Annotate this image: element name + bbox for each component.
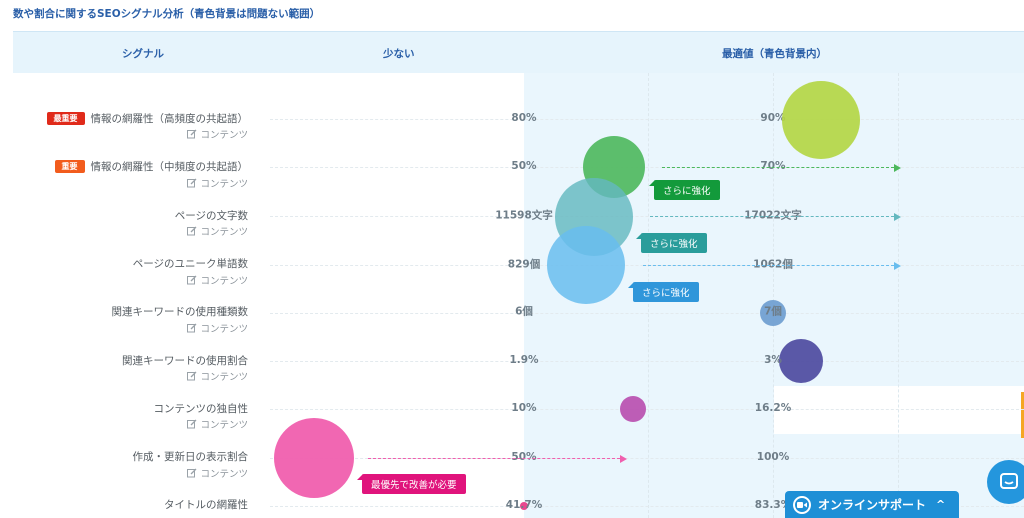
data-bubble [620, 396, 646, 422]
data-bubble [760, 300, 786, 326]
column-header-low: 少ない [383, 48, 415, 60]
row-guide [270, 167, 1024, 168]
section-heading: 数や割合に関するSEOシグナル分析（青色背景は問題ない範囲） [13, 8, 321, 20]
signal-category: コンテンツ [187, 417, 248, 431]
edit-icon [187, 371, 197, 381]
signal-name: コンテンツの独自性 [153, 403, 249, 415]
data-bubble [782, 81, 860, 159]
improvement-arrow [368, 458, 620, 459]
low-value: 829個 [507, 258, 541, 271]
online-support-button[interactable]: オンラインサポート ^ [785, 491, 959, 518]
improvement-arrow [650, 216, 894, 217]
low-value: 6個 [515, 305, 533, 318]
chat-button[interactable] [987, 460, 1024, 504]
grid-line [773, 73, 774, 518]
video-camera-icon [793, 495, 811, 514]
column-header-signal: シグナル [122, 48, 164, 60]
column-header-optimal: 最適値（青色背景内） [722, 48, 827, 60]
optimal-value: 7個 [764, 305, 782, 318]
data-bubble [274, 418, 354, 498]
signal-name: 関連キーワードの使用割合 [122, 355, 248, 367]
optimal-value: 1062個 [753, 258, 793, 271]
signal-row-title: ページの文字数 [175, 208, 248, 223]
signal-row-title: ページのユニーク単語数 [133, 256, 248, 271]
signal-category: コンテンツ [187, 369, 248, 383]
arrowhead [894, 262, 901, 270]
chevron-up-icon: ^ [936, 498, 946, 511]
low-value: 10% [511, 402, 537, 414]
edit-icon [187, 226, 197, 236]
signal-name: 関連キーワードの使用種類数 [111, 306, 249, 318]
signal-category: コンテンツ [187, 176, 248, 190]
optimal-value: 16.2% [754, 402, 792, 414]
low-value: 50% [511, 451, 537, 463]
callout-priority: 最優先で改善が必要 [357, 474, 466, 494]
edit-icon [187, 275, 197, 285]
optimal-value: 100% [756, 451, 790, 463]
signal-row-title: タイトルの網羅性 [164, 497, 248, 512]
signal-name: ページの文字数 [174, 210, 248, 222]
priority-badge: 重要 [54, 160, 85, 173]
callout-strengthen: さらに強化 [636, 233, 707, 253]
signal-row-title: 関連キーワードの使用割合 [122, 353, 248, 368]
signal-category: コンテンツ [187, 273, 248, 287]
signal-row-title: 関連キーワードの使用種類数 [112, 304, 249, 319]
row-guide [270, 458, 1024, 459]
optimal-value: 83.3% [754, 499, 792, 511]
row-guide [270, 361, 1024, 362]
signal-row-title: 最重要 情報の網羅性（高頻度の共起語） [46, 111, 249, 126]
online-support-label: オンラインサポート [818, 498, 927, 512]
signal-category: コンテンツ [187, 127, 248, 141]
edit-icon [187, 419, 197, 429]
signal-name: 情報の網羅性（中頻度の共起語） [90, 161, 249, 173]
edit-icon [187, 178, 197, 188]
optimal-value: 90% [760, 112, 786, 124]
row-guide [270, 409, 1024, 410]
low-value: 1.9% [509, 354, 539, 366]
signal-name: ページのユニーク単語数 [132, 258, 248, 270]
row-guide [270, 506, 1024, 507]
improvement-arrow [643, 265, 894, 266]
optimal-value: 3% [764, 354, 782, 366]
low-value: 11598文字 [495, 209, 553, 222]
signal-row-title: 重要 情報の網羅性（中頻度の共起語） [54, 159, 249, 174]
blank-area [774, 386, 1024, 434]
signal-category: コンテンツ [187, 466, 248, 480]
table-header [13, 31, 1024, 73]
low-value: 80% [511, 112, 537, 124]
row-guide [270, 313, 1024, 314]
optimal-value: 70% [760, 160, 786, 172]
data-bubble [547, 226, 625, 304]
row-guide [270, 216, 1024, 217]
arrowhead [620, 455, 627, 463]
edit-icon [187, 323, 197, 333]
low-value: 50% [511, 160, 537, 172]
optimal-value: 17022文字 [744, 209, 802, 222]
signal-category: コンテンツ [187, 321, 248, 335]
signal-row-title: 作成・更新日の表示割合 [133, 449, 249, 464]
orange-marker [1021, 392, 1024, 438]
signal-name: 情報の網羅性（高頻度の共起語） [90, 113, 249, 125]
chat-icon [1000, 473, 1018, 489]
arrowhead [894, 164, 901, 172]
grid-line [898, 73, 899, 518]
edit-icon [187, 129, 197, 139]
edit-icon [187, 468, 197, 478]
priority-badge: 最重要 [46, 112, 85, 125]
low-value: 41.7% [505, 499, 543, 511]
arrowhead [894, 213, 901, 221]
data-bubble [520, 502, 528, 510]
callout-strengthen: さらに強化 [628, 282, 699, 302]
signal-category: コンテンツ [187, 224, 248, 238]
signal-name: 作成・更新日の表示割合 [132, 451, 249, 463]
signal-name: タイトルの網羅性 [164, 499, 248, 511]
improvement-arrow [662, 167, 894, 168]
signal-row-title: コンテンツの独自性 [154, 401, 249, 416]
callout-strengthen: さらに強化 [649, 180, 720, 200]
row-guide [270, 119, 1024, 120]
data-bubble [779, 339, 823, 383]
